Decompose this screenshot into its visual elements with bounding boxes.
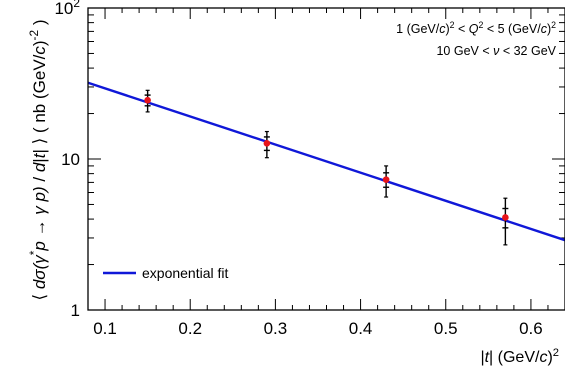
data-point [263,140,271,147]
x-tick-label: 0.3 [264,319,288,338]
data-points [144,89,509,246]
data-point [144,96,151,104]
x-tick-label: 0.5 [434,319,458,338]
x-tick-label: 0.4 [349,319,373,338]
y-axis-title-text: ⟨ dσ(γ*p → γ p) / d|t| ⟩ ( nb (GeV/c)-2 … [27,19,49,300]
x-tick-label: 0.2 [178,319,202,338]
annotation-nu-range: 10 GeV < ν < 32 GeV [436,44,556,58]
x-tick-labels: 0.1 0.2 0.3 0.4 0.5 0.6 [93,319,543,338]
y-tick-label: 102 [54,0,80,18]
annotation-q2-range: 1 (GeV/c)2 < Q2 < 5 (GeV/c)2 [396,20,556,36]
data-point [502,214,509,221]
y-tick-label: 10 [61,150,80,169]
exponential-fit-line [87,81,565,242]
y-tick-label: 1 [71,301,80,320]
x-axis-title: |t| (GeV/c)2 [480,347,559,366]
y-tick-labels: 1 10 102 [54,0,80,320]
x-tick-label: 0.1 [93,319,117,338]
legend-label-fit: exponential fit [142,265,229,281]
x-tick-label: 0.6 [519,319,543,338]
fit-line-group [87,81,565,242]
y-axis-title: ⟨ dσ(γ*p → γ p) / d|t| ⟩ ( nb (GeV/c)-2 … [27,19,49,300]
data-point [382,176,390,183]
plot-frame [87,7,565,311]
